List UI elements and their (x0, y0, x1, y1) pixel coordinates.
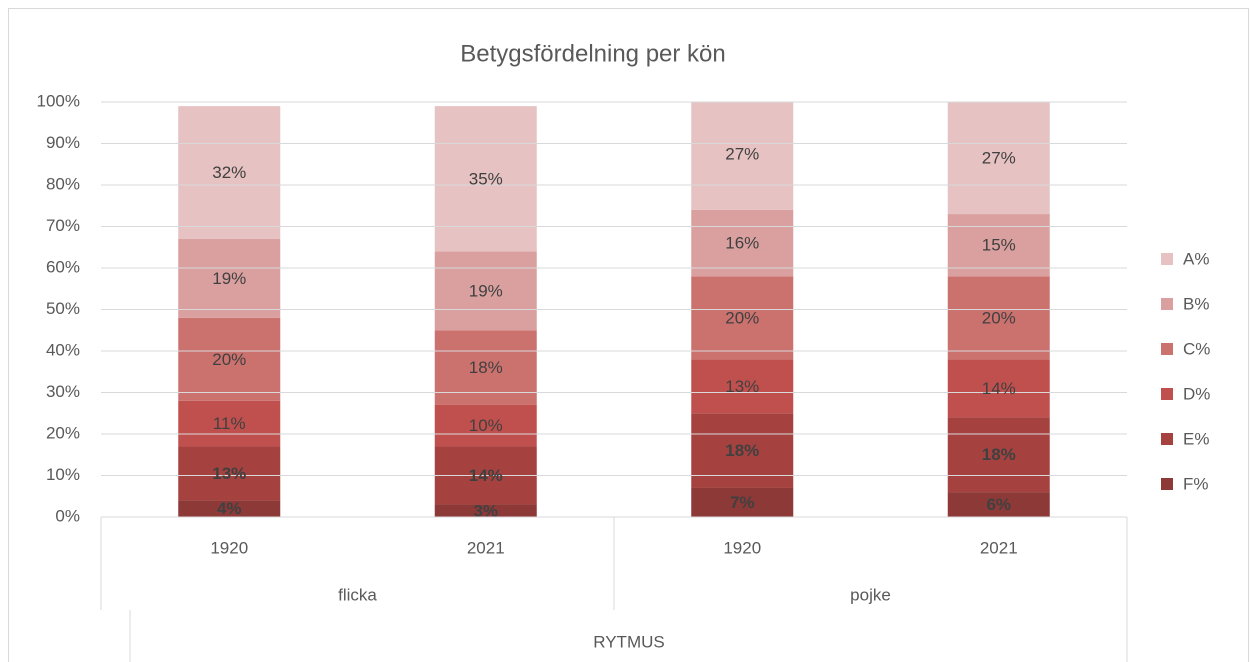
data-label: 6% (986, 495, 1011, 514)
x-tick-label: 2021 (467, 538, 505, 557)
y-tick-label: 0% (55, 506, 80, 525)
bar-segment (947, 102, 1050, 215)
data-label: 20% (212, 350, 246, 369)
y-tick-label: 30% (46, 382, 80, 401)
bar-segment (691, 209, 794, 277)
legend-label: C% (1183, 339, 1210, 358)
group-label: pojke (850, 585, 891, 604)
legend-label: F% (1183, 474, 1209, 493)
legend-label: B% (1183, 294, 1209, 313)
legend-label: A% (1183, 249, 1209, 268)
y-tick-label: 50% (46, 299, 80, 318)
y-tick-label: 60% (46, 257, 80, 276)
x-tick-label: 1920 (210, 538, 248, 557)
bar-segment (178, 317, 281, 401)
data-label: 19% (469, 281, 503, 300)
data-label: 14% (469, 466, 503, 485)
bar-segment (947, 276, 1050, 360)
bar-segment (434, 504, 537, 517)
data-label: 11% (213, 414, 246, 433)
legend-swatch (1161, 298, 1173, 310)
legend-swatch (1161, 253, 1173, 265)
data-label: 3% (473, 501, 498, 520)
bar-segment (178, 446, 281, 501)
y-tick-label: 80% (46, 174, 80, 193)
legend-swatch (1161, 478, 1173, 490)
data-label: 27% (982, 149, 1016, 168)
bar-segment (178, 400, 281, 447)
data-label: 14% (982, 379, 1016, 398)
bar-segment (434, 106, 537, 252)
chart-title: Betygsfördelning per kön (460, 40, 726, 67)
legend-swatch (1161, 388, 1173, 400)
y-tick-label: 20% (46, 423, 80, 442)
bar-segment (178, 238, 281, 318)
bar-segment (947, 417, 1050, 493)
data-label: 18% (469, 358, 503, 377)
bar-segment (691, 276, 794, 360)
bar-segment (178, 106, 281, 239)
y-tick-label: 10% (46, 465, 80, 484)
legend-label: D% (1183, 384, 1210, 403)
y-tick-label: 70% (46, 216, 80, 235)
bar-segment (947, 492, 1050, 517)
bar-segment (691, 102, 794, 210)
data-label: 4% (217, 499, 242, 518)
legend-swatch (1161, 343, 1173, 355)
legend-swatch (1161, 433, 1173, 445)
legend-label: E% (1183, 429, 1209, 448)
data-label: 13% (212, 464, 246, 483)
data-label: 18% (982, 445, 1016, 464)
data-label: 18% (725, 441, 759, 460)
bar-segment (434, 251, 537, 331)
bar-segment (691, 359, 794, 414)
x-tick-label: 2021 (980, 538, 1018, 557)
data-label: 20% (725, 308, 759, 327)
y-tick-label: 90% (46, 133, 80, 152)
data-label: 16% (725, 234, 759, 253)
y-tick-label: 40% (46, 340, 80, 359)
bar-segment (434, 404, 537, 447)
data-label: 15% (982, 236, 1016, 255)
data-label: 10% (469, 416, 503, 435)
x-tick-label: 1920 (723, 538, 761, 557)
bar-segment (947, 214, 1050, 277)
data-label: 32% (212, 163, 246, 182)
bar-segment (691, 487, 794, 517)
data-label: 27% (725, 144, 759, 163)
group-label: flicka (338, 585, 377, 604)
data-label: 13% (725, 377, 759, 396)
data-label: 20% (982, 308, 1016, 327)
bar-segment (947, 359, 1050, 418)
data-label: 7% (730, 493, 755, 512)
data-label: 35% (469, 169, 503, 188)
supergroup-label: RYTMUS (593, 632, 664, 651)
y-tick-label: 100% (37, 91, 80, 110)
bar-segment (178, 500, 281, 517)
data-label: 19% (212, 269, 246, 288)
